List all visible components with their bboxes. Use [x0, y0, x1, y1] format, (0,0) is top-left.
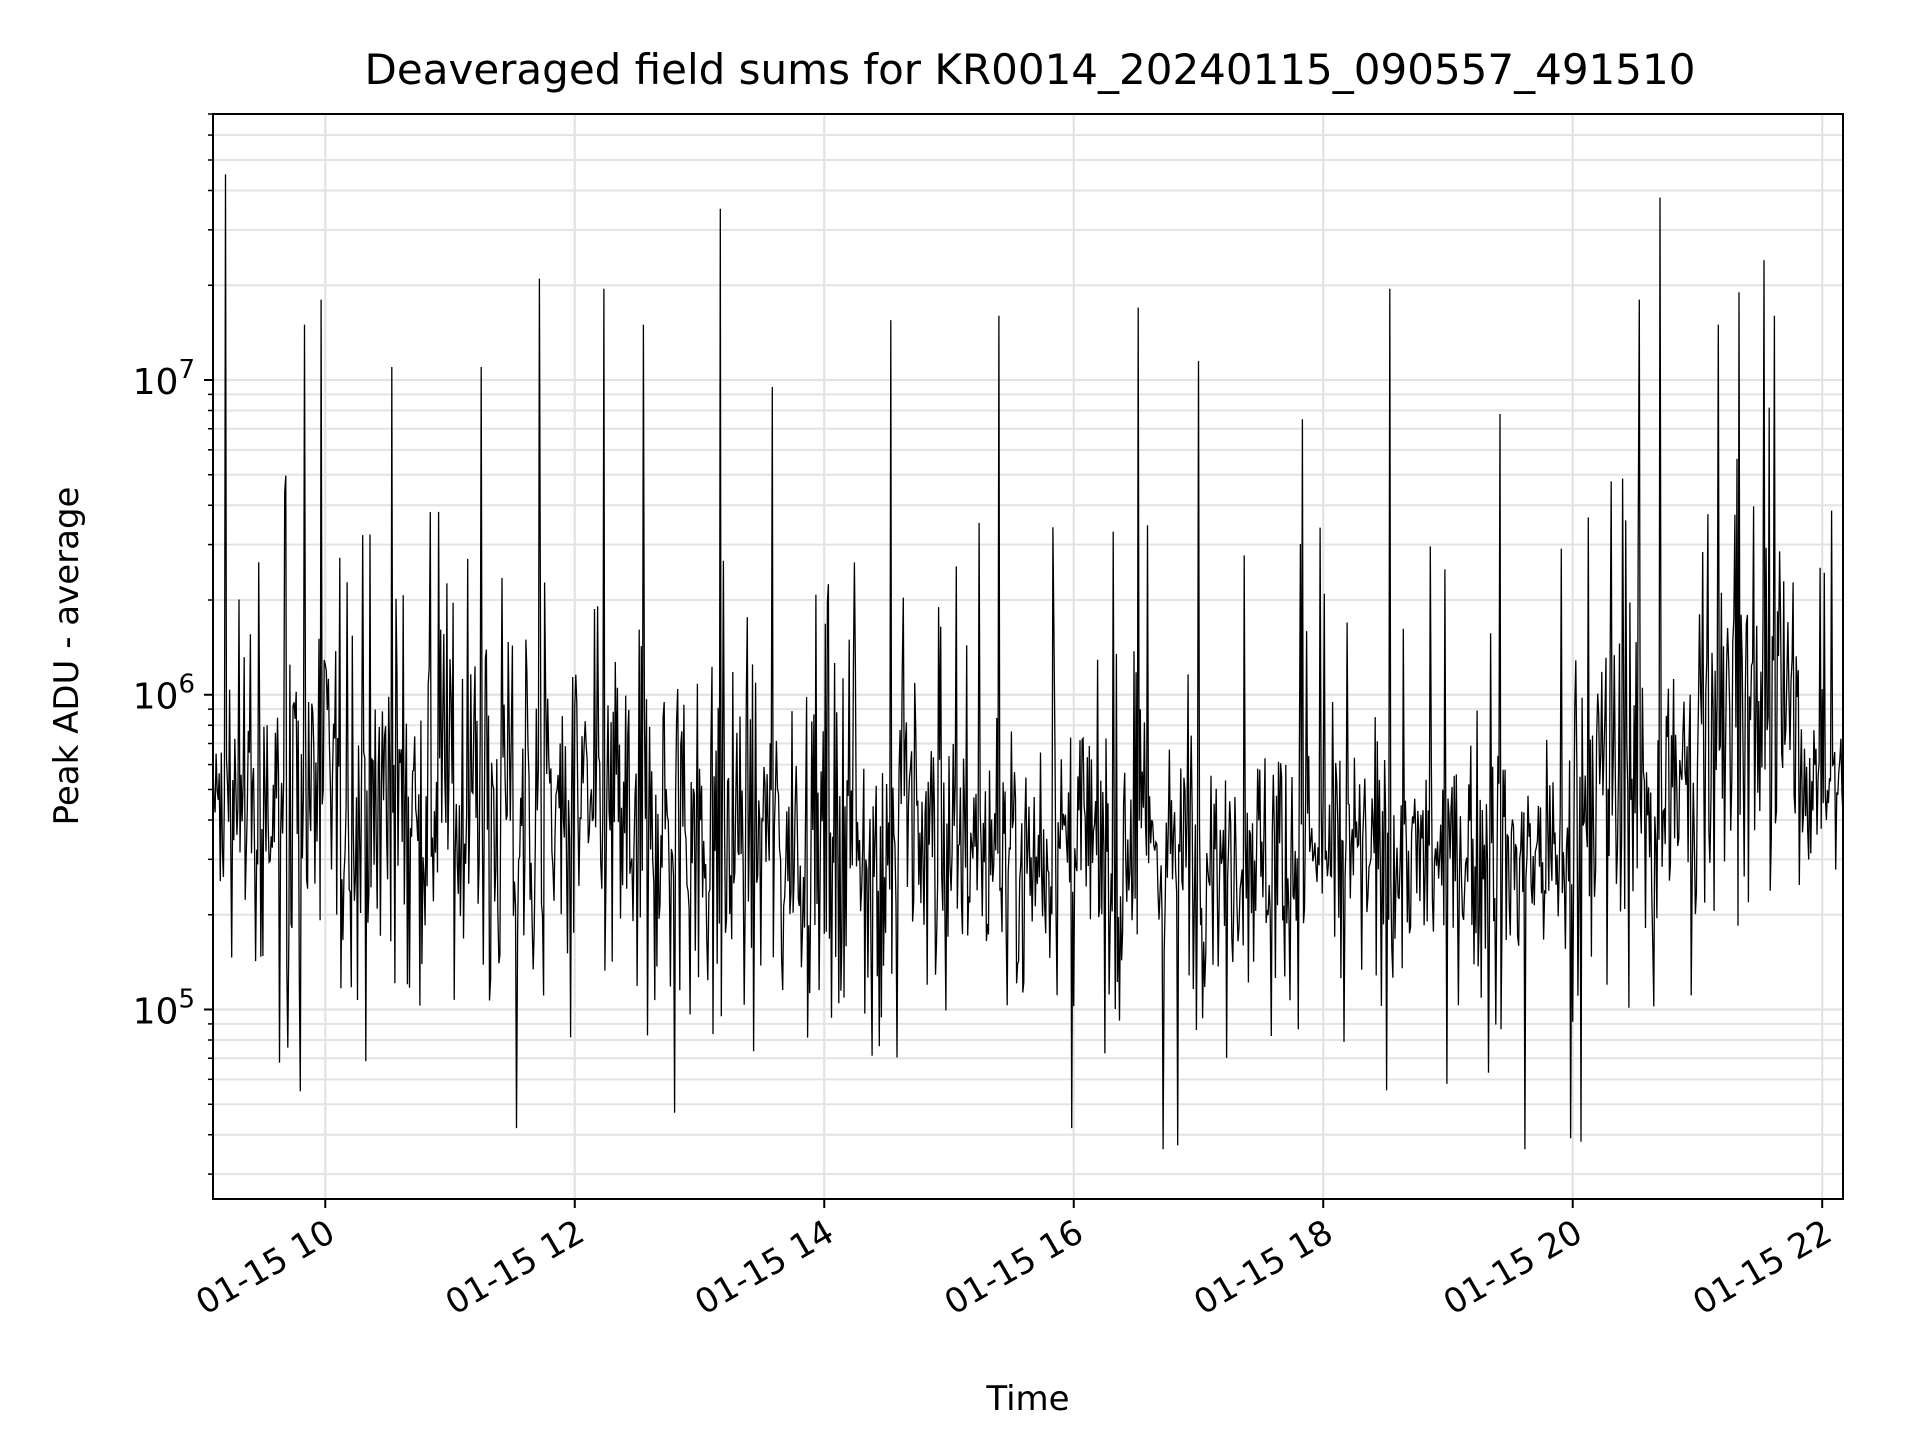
y-tick-label: 107 [133, 355, 195, 403]
plot-frame [212, 113, 1844, 1200]
y-tick-base: 10 [133, 992, 179, 1033]
y-tick-exponent: 5 [178, 985, 195, 1015]
series-line [212, 174, 1844, 1150]
y-tick-exponent: 6 [178, 670, 195, 700]
y-tick-base: 10 [133, 677, 179, 718]
chart-title: Deaveraged field sums for KR0014_2024011… [365, 45, 1696, 94]
x-axis-label: Time [985, 1379, 1069, 1419]
y-tick-base: 10 [133, 362, 179, 403]
y-tick-exponent: 7 [178, 355, 195, 385]
series-layer [212, 174, 1844, 1150]
y-tick-label: 105 [133, 985, 195, 1033]
y-axis-label: Peak ADU - average [47, 487, 87, 826]
y-tick-label: 106 [133, 670, 195, 718]
